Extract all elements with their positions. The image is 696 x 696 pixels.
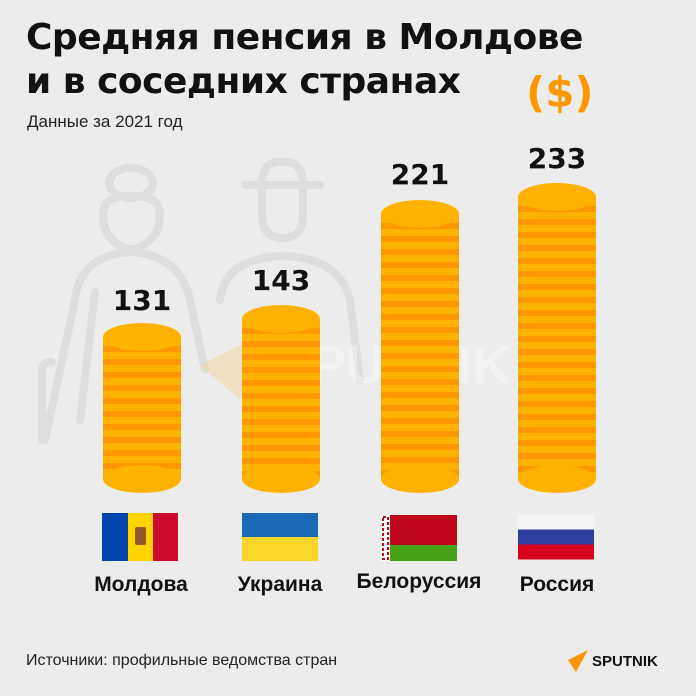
coin-stack-russia [518, 183, 596, 493]
country-label-ukraine: Украина [237, 573, 323, 596]
title-line-2: и в соседних странах [26, 61, 461, 102]
country-label-russia: Россия [519, 573, 595, 596]
coin-stack-ukraine [242, 305, 320, 493]
sputnik-logo-text: SPUTNIK [592, 652, 658, 670]
ukraine-flag-icon [242, 513, 318, 561]
value-moldova: 131 [112, 284, 172, 317]
source-note: Источники: профильные ведомства стран [26, 652, 338, 669]
moldova-flag-icon [102, 513, 178, 561]
coin-stack-belarus [381, 200, 459, 493]
value-belarus: 221 [390, 158, 450, 191]
russia-flag-icon [518, 514, 594, 560]
subtitle: Данные за 2021 год [27, 112, 183, 131]
currency-badge: ($) [526, 68, 594, 117]
country-label-belarus: Белоруссия [356, 570, 482, 593]
value-russia: 233 [527, 142, 587, 175]
value-ukraine: 143 [251, 264, 311, 297]
belarus-flag-icon [381, 515, 457, 561]
title-line-1: Средняя пенсия в Молдове [26, 17, 583, 58]
coin-stack-moldova [103, 323, 181, 493]
page-title: Средняя пенсия в Молдове и в соседних ст… [26, 16, 583, 104]
sputnik-logo-icon [568, 650, 588, 672]
sputnik-logo: SPUTNIK [568, 650, 658, 672]
country-label-moldova: Молдова [94, 573, 188, 596]
